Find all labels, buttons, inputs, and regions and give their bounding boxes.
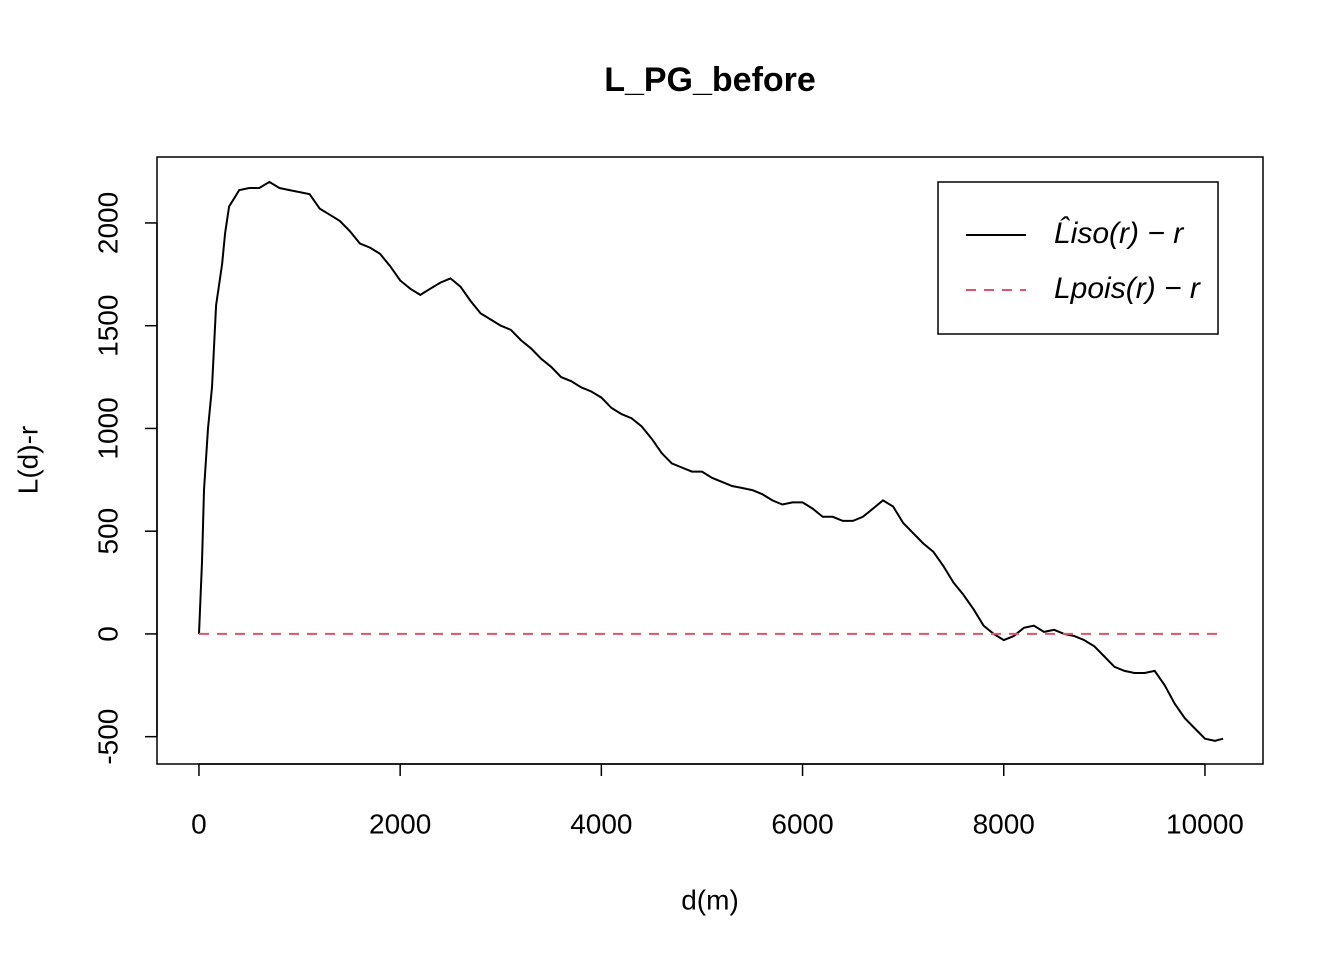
y-tick-label: 1500 xyxy=(92,295,123,357)
x-tick-label: 6000 xyxy=(771,808,833,839)
y-tick-label: 500 xyxy=(92,508,123,555)
y-tick-label: -500 xyxy=(92,709,123,765)
legend-label: L̂iso(r) − r xyxy=(1054,217,1184,250)
x-tick-label: 8000 xyxy=(973,808,1035,839)
chart-title: L_PG_before xyxy=(604,61,816,99)
x-axis-label: d(m) xyxy=(681,884,739,915)
x-tick-label: 2000 xyxy=(369,808,431,839)
y-tick-label: 2000 xyxy=(92,192,123,254)
x-tick-label: 0 xyxy=(191,808,207,839)
legend-label: Lpois(r) − r xyxy=(1054,272,1201,305)
data-line xyxy=(198,180,1224,742)
legend-box xyxy=(937,181,1219,335)
x-tick-label: 4000 xyxy=(570,808,632,839)
x-tick-label: 10000 xyxy=(1166,808,1244,839)
y-tick-label: 0 xyxy=(92,626,123,642)
y-tick-label: 1000 xyxy=(92,397,123,459)
y-axis-label: L(d)-r xyxy=(12,426,43,494)
